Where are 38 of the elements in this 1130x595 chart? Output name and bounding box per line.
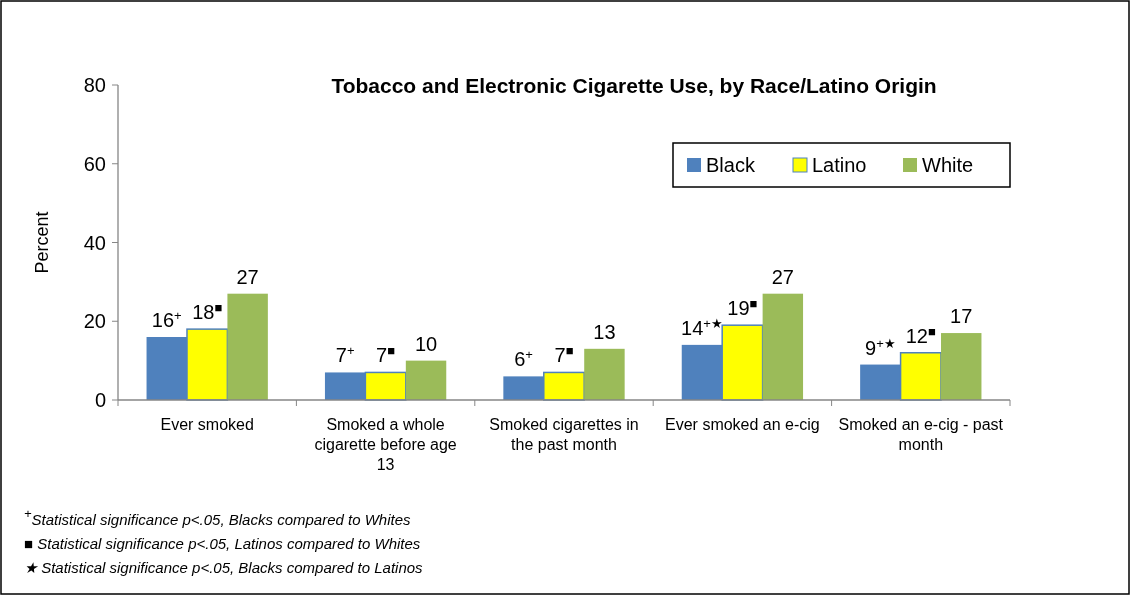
bar [227,293,268,400]
data-label: 17 [950,305,973,328]
data-label: 19$^{■}$ [727,295,758,320]
data-label: 7$^{■}$ [554,342,574,367]
bar [405,360,447,400]
y-tick-label: 40 [83,231,106,254]
legend-label: Black [706,154,756,176]
x-tick-label: Smoked a whole cigarette before age 13 [314,416,457,473]
text: ★ Statistical significance p<.05, Blacks compared to Latinos [24,559,424,576]
y-tick-label: 20 [83,310,106,333]
bar [762,293,804,400]
x-tick-label: Smoked cigarettes in the past month [489,416,639,453]
text: ■ Statistical significance p<.05, Latinos compared to Whites [24,535,421,552]
data-label: 12$^{■}$ [905,323,936,347]
x-tick-label: Ever smoked [160,416,254,433]
data-label: 10 [414,332,438,355]
y-tick-label: 80 [83,74,106,96]
bar [584,348,625,400]
x-tick-label: Ever smoked an e-cig [665,416,820,433]
data-label: 27 [771,265,794,288]
legend-label: Latino [812,154,867,176]
x-tick-label: Smoked an e-cig - past month [838,416,1004,453]
legend-label: White [922,154,974,176]
data-label: 16$^{+}$ [151,307,182,331]
data-label: 13 [593,320,616,343]
data-label: 6$^{+}$ [514,346,533,371]
data-label: 18$^{■}$ [192,299,223,324]
y-tick-label: 0 [94,389,106,411]
bar [941,333,982,400]
data-label: 9$^{+★}$ [865,335,896,359]
text: $^{+}$Statistical significance p<.05, Blacks compared to Whites [24,505,412,528]
data-label: 7$^{■}$ [376,342,396,367]
data-label: 7$^{+}$ [335,342,355,367]
y-axis-title: Percent [32,211,52,274]
data-label: 14$^{+★}$ [681,315,723,339]
data-label: 27 [236,265,259,288]
y-tick-label: 60 [83,152,106,175]
chart-title: Tobacco and Electronic Cigarette Use, by Race/Latino Origin [331,74,937,97]
